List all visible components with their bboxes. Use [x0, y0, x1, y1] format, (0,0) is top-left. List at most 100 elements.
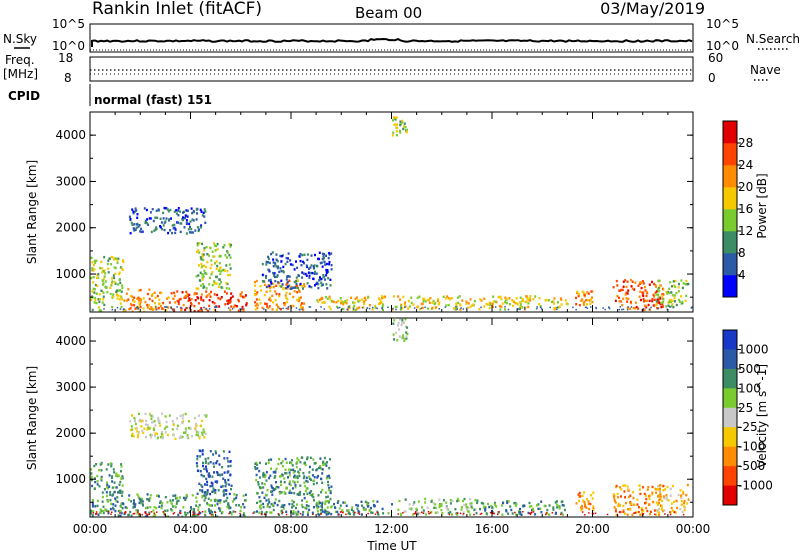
echo-pixel: [176, 500, 179, 503]
echo-pixel: [661, 303, 664, 306]
echo-pixel: [587, 292, 590, 295]
echo-pixel: [140, 502, 143, 505]
echo-pixel: [273, 272, 276, 275]
echo-pixel: [633, 288, 636, 291]
echo-pixel: [97, 499, 99, 503]
echo-pixel: [320, 505, 323, 508]
noise-pixel: [357, 512, 359, 514]
echo-pixel: [218, 262, 221, 265]
echo-pixel: [284, 457, 287, 461]
echo-pixel: [203, 414, 206, 417]
echo-pixel: [166, 208, 169, 211]
echo-pixel: [271, 251, 274, 254]
echo-pixel: [379, 302, 382, 305]
echo-pixel: [114, 272, 117, 276]
echo-pixel: [255, 293, 258, 296]
echo-pixel: [90, 512, 92, 515]
echo-pixel: [150, 306, 153, 309]
echo-pixel: [149, 433, 152, 437]
echo-pixel: [616, 492, 619, 496]
echo-pixel: [534, 513, 537, 516]
echo-pixel: [225, 493, 228, 496]
echo-pixel: [229, 308, 232, 312]
echo-pixel: [506, 501, 509, 505]
echo-pixel: [117, 283, 119, 286]
echo-pixel: [288, 480, 291, 483]
echo-pixel: [156, 216, 159, 219]
echo-pixel: [327, 270, 330, 274]
echo-pixel: [272, 508, 275, 512]
noise-pixel: [197, 513, 199, 515]
echo-pixel: [197, 287, 200, 290]
echo-pixel: [153, 427, 156, 430]
echo-pixel: [279, 475, 281, 478]
echo-pixel: [656, 301, 659, 304]
echo-pixel: [658, 301, 661, 304]
echo-pixel: [203, 467, 206, 471]
echo-pixel: [642, 509, 645, 512]
echo-pixel: [160, 432, 163, 436]
echo-pixel: [210, 263, 213, 267]
echo-pixel: [552, 508, 555, 511]
echo-pixel: [121, 491, 124, 494]
noise-pixel: [507, 308, 510, 311]
echo-pixel: [306, 282, 309, 285]
echo-pixel: [275, 253, 278, 256]
echo-pixel: [278, 281, 281, 285]
noise-pixel: [148, 513, 151, 515]
echo-pixel: [588, 507, 591, 511]
echo-pixel: [186, 209, 189, 212]
echo-pixel: [270, 484, 273, 487]
echo-pixel: [293, 474, 296, 477]
echo-pixel: [641, 280, 644, 283]
echo-pixel: [211, 300, 214, 304]
echo-pixel: [525, 295, 528, 298]
echo-pixel: [146, 292, 149, 296]
echo-pixel: [141, 497, 143, 501]
x-tick-label: 20:00: [575, 522, 610, 536]
echo-pixel: [193, 293, 196, 296]
echo-pixel: [582, 303, 585, 306]
echo-pixel: [193, 509, 195, 512]
echo-pixel: [203, 483, 206, 486]
echo-pixel: [166, 433, 169, 437]
echo-pixel: [184, 216, 186, 220]
noise-pixel: [200, 308, 203, 311]
echo-pixel: [144, 219, 147, 223]
echo-pixel: [127, 288, 130, 291]
echo-pixel: [371, 308, 374, 311]
echo-pixel: [191, 218, 194, 221]
echo-pixel: [370, 506, 372, 510]
echo-pixel: [644, 304, 647, 307]
echo-pixel: [263, 473, 266, 476]
echo-pixel: [110, 476, 113, 480]
echo-pixel: [171, 509, 174, 512]
echo-pixel: [253, 511, 256, 514]
echo-pixel: [614, 510, 617, 513]
echo-pixel: [537, 507, 540, 510]
echo-pixel: [198, 436, 201, 440]
noise-pixel: [633, 512, 635, 514]
echo-pixel: [277, 281, 280, 284]
echo-pixel: [295, 466, 298, 469]
echo-pixel: [398, 499, 401, 503]
echo-pixel: [123, 299, 126, 302]
echo-pixel: [326, 506, 329, 509]
echo-pixel: [116, 259, 119, 262]
echo-pixel: [327, 277, 330, 280]
noise-pixel: [524, 308, 526, 310]
echo-pixel: [373, 504, 376, 508]
echo-pixel: [137, 296, 140, 299]
echo-pixel: [315, 272, 318, 275]
echo-pixel: [227, 502, 230, 505]
echo-pixel: [352, 301, 354, 304]
echo-pixel: [296, 503, 299, 506]
colorbar-swatch: [723, 231, 737, 254]
echo-pixel: [323, 456, 326, 460]
echo-pixel: [187, 299, 190, 303]
echo-pixel: [520, 513, 523, 516]
echo-pixel: [324, 278, 326, 281]
echo-pixel: [115, 474, 118, 478]
colorbar-swatch: [723, 209, 737, 232]
echo-pixel: [167, 231, 170, 235]
